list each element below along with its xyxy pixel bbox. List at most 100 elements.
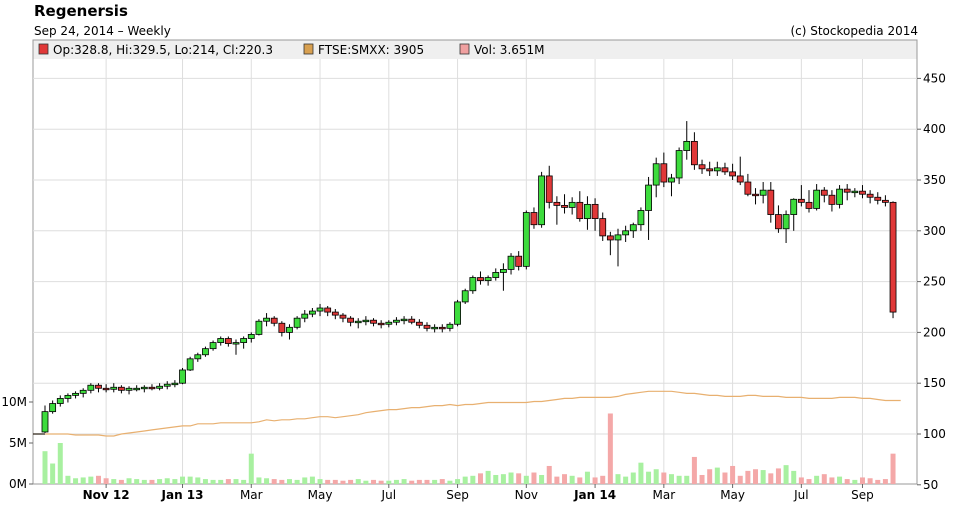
candle-body [431,326,439,330]
volume-bar [42,451,48,484]
volume-bar [539,474,545,484]
volume-bar [309,476,315,484]
candle-body [469,277,477,292]
chart-title: Regenersis [34,2,128,20]
volume-bar [95,475,101,484]
price-tick-label: 50 [923,478,938,492]
candle-body [859,190,866,195]
volume-bar [638,462,644,484]
candle-body [293,317,301,328]
time-tick-label: Jan 13 [161,488,204,502]
volume-bar [393,479,399,484]
chart-legend: Op:328.8, Hi:329.5, Lo:214, Cl:220.3 FTSE… [38,43,545,57]
candle-body [530,212,538,226]
volume-bar [141,479,147,484]
volume-bar [875,479,881,484]
candle-body [41,411,49,433]
candle-body [652,163,660,186]
copyright-notice: (c) Stockopedia 2014 [790,24,918,38]
volume-bar [623,476,629,484]
candle-body [851,190,859,194]
volume-bar [867,478,873,484]
volume-bar [447,480,453,484]
volume-bar [134,479,140,484]
candle-body [706,168,714,172]
time-tick-label: Mar [240,488,263,502]
candle-body [377,322,385,326]
volume-bar [493,474,499,484]
volume-bar [646,471,652,484]
candle-body [125,387,133,391]
volume-bar [164,478,170,484]
volume-bar [386,480,392,484]
price-tick-label: 300 [923,224,946,238]
volume-bar [844,479,850,484]
time-tick-label: Jul [381,488,396,502]
legend-label: FTSE:SMXX: 3905 [318,43,424,57]
volume-bar [424,479,430,484]
candle-body [561,204,568,208]
time-tick-label: Jul [793,488,808,502]
candle-body [255,320,263,335]
candle-body [56,398,64,404]
candle-body [87,384,95,391]
price-tick-label: 100 [923,427,946,441]
candle-body [813,189,821,209]
volume-bar [187,476,193,484]
candle-body [882,199,889,203]
candle-body [637,210,645,226]
volume-tick-label: 0M [9,477,27,491]
chart-subtitle: Sep 24, 2014 – Weekly [34,24,171,38]
volume-bar [225,479,231,484]
candle-body [232,342,240,345]
candle-body [286,326,293,333]
candle-body [843,188,851,193]
volume-bar [340,480,346,484]
candle-body [645,184,652,211]
candle-body [790,198,798,215]
candle-body [423,324,431,329]
volume-bar [111,479,117,484]
candle-body [691,140,698,166]
time-tick-label: Mar [653,488,676,502]
volume-tick-label: 10M [1,395,27,409]
volume-bar [676,475,682,484]
candle-body [759,189,767,196]
candle-body [400,318,408,322]
candle-body [415,321,423,326]
volume-bar [210,479,216,484]
price-tick-label: 200 [923,325,946,339]
legend-label: Op:328.8, Hi:329.5, Lo:214, Cl:220.3 [53,43,273,57]
candle-body [874,196,882,201]
candle-body [836,188,843,205]
volume-bar [829,477,835,484]
volume-bar [432,479,438,484]
volume-bar [180,476,186,484]
volume-bar [65,475,71,484]
price-tick-label: 250 [923,275,946,289]
volume-bar [760,470,766,484]
volume-bar [775,468,781,484]
candle-body [171,382,179,386]
candle-body [675,150,683,179]
volume-bar [279,479,285,484]
candle-body [331,311,339,316]
candle-body [194,354,202,360]
candle-body [713,167,721,172]
volume-bar [416,479,422,484]
candle-body [828,194,836,205]
candle-body [316,307,324,312]
candle-body [408,318,416,323]
volume-bar [233,479,239,484]
candle-body [95,384,102,389]
candle-body [446,323,454,329]
candle-body [354,320,362,324]
volume-bar [477,473,483,484]
volume-bars [42,413,896,484]
volume-bar [584,471,590,484]
ftse-overlay [33,390,901,437]
time-tick-label: Sep [446,488,469,502]
candle-body [775,214,782,230]
volume-bar [737,475,743,484]
legend-band [33,40,917,59]
